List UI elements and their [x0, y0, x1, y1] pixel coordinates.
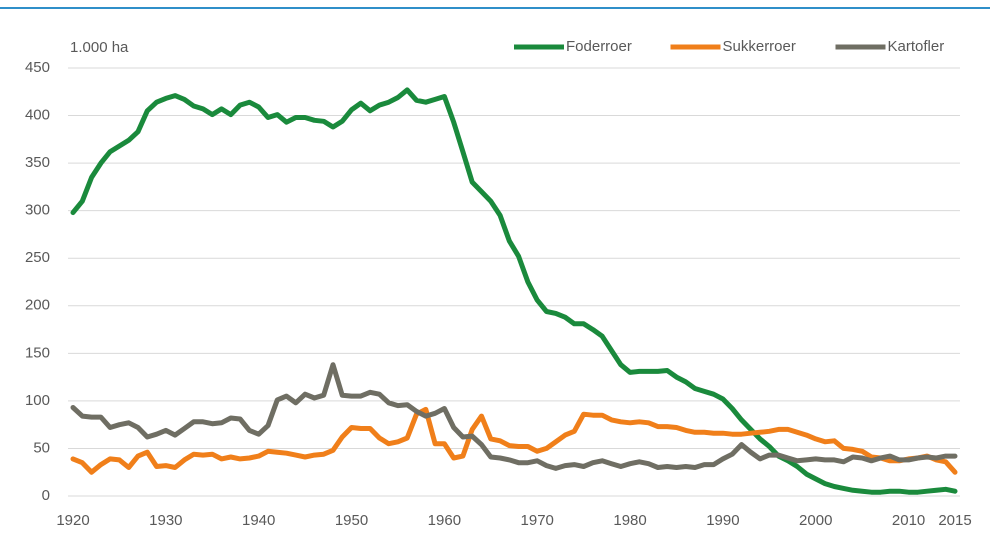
y-tick-label: 450: [25, 59, 50, 76]
y-tick-label: 250: [25, 249, 50, 266]
x-tick-label: 1990: [706, 512, 739, 529]
series-line: [70, 87, 958, 495]
y-tick-label: 350: [25, 154, 50, 171]
x-tick-label: 1970: [521, 512, 554, 529]
y-tick-label: 300: [25, 202, 50, 219]
legend-label: Sukkerroer: [723, 38, 796, 55]
y-tick-label: 400: [25, 107, 50, 124]
legend-label: Foderroer: [566, 38, 632, 55]
y-axis-label: 1.000 ha: [70, 39, 129, 56]
series-line: [70, 362, 958, 471]
x-tick-label: 1950: [335, 512, 368, 529]
x-tick-label: 1930: [149, 512, 182, 529]
y-tick-label: 100: [25, 392, 50, 409]
x-tick-label: 2000: [799, 512, 832, 529]
series-line: [70, 406, 958, 475]
x-tick-label: 1980: [613, 512, 646, 529]
x-tick-label: 1920: [56, 512, 89, 529]
y-tick-label: 0: [42, 487, 50, 504]
x-tick-label: 2010: [892, 512, 925, 529]
y-tick-label: 200: [25, 297, 50, 314]
legend-label: Kartofler: [888, 38, 945, 55]
y-tick-label: 150: [25, 344, 50, 361]
y-tick-label: 50: [33, 439, 50, 456]
x-tick-label: 2015: [938, 512, 971, 529]
x-tick-label: 1940: [242, 512, 275, 529]
x-tick-label: 1960: [428, 512, 461, 529]
